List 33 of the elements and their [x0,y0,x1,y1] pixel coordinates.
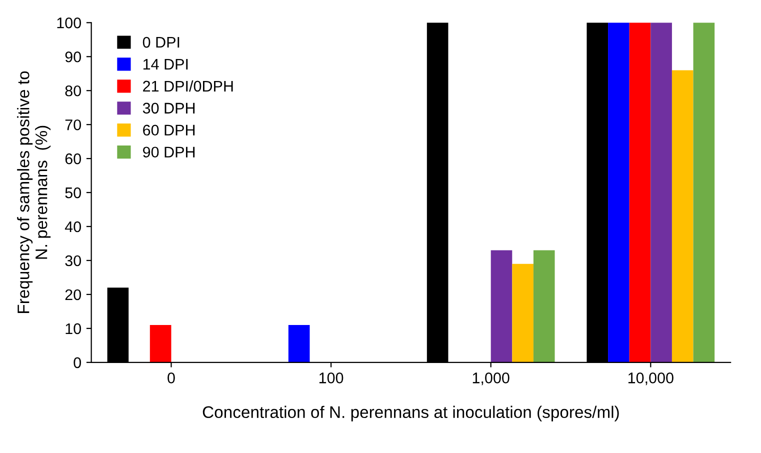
y-tick-label: 100 [57,18,82,28]
y-tick-label: 70 [65,119,81,130]
legend-label: 90 DPH [143,146,195,158]
x-tick-label: 0 [168,372,175,384]
y-tick-label: 30 [65,255,81,266]
y-tick-label: 10 [66,323,81,334]
legend-label: 60 DPH [143,124,195,136]
bar [608,22,630,362]
legend-label: 21 DPI/0DPH [143,80,233,92]
x-tick-label: 100 [319,372,344,384]
x-tick-label: 1,000 [472,372,510,386]
y-tick-label: 60 [65,153,81,164]
bar [150,325,172,362]
bar [490,250,512,362]
bar [533,250,555,362]
y-tick-label: 90 [65,51,81,62]
legend-label: 14 DPI [143,59,188,70]
x-axis-title: Concentration of N. perennans at inoculation (spores/ml) [202,406,619,422]
y-tick-label: 0 [74,357,81,368]
bar [650,22,672,362]
y-tick-label: 50 [65,187,81,198]
bar [672,70,694,362]
bar [693,22,715,362]
y-tick-label: 20 [65,289,81,300]
bar [629,22,651,362]
legend-label: 30 DPH [142,102,195,114]
x-tick-label: 10,000 [628,372,674,386]
bar [512,264,534,362]
bar [288,325,310,362]
y-tick-label: 80 [65,85,81,96]
legend-label: 0 DPI [142,36,180,48]
y-axis-title: Frequency of samples positive to N. perennans (%) [17,71,51,313]
y-tick-label: 40 [64,221,81,232]
